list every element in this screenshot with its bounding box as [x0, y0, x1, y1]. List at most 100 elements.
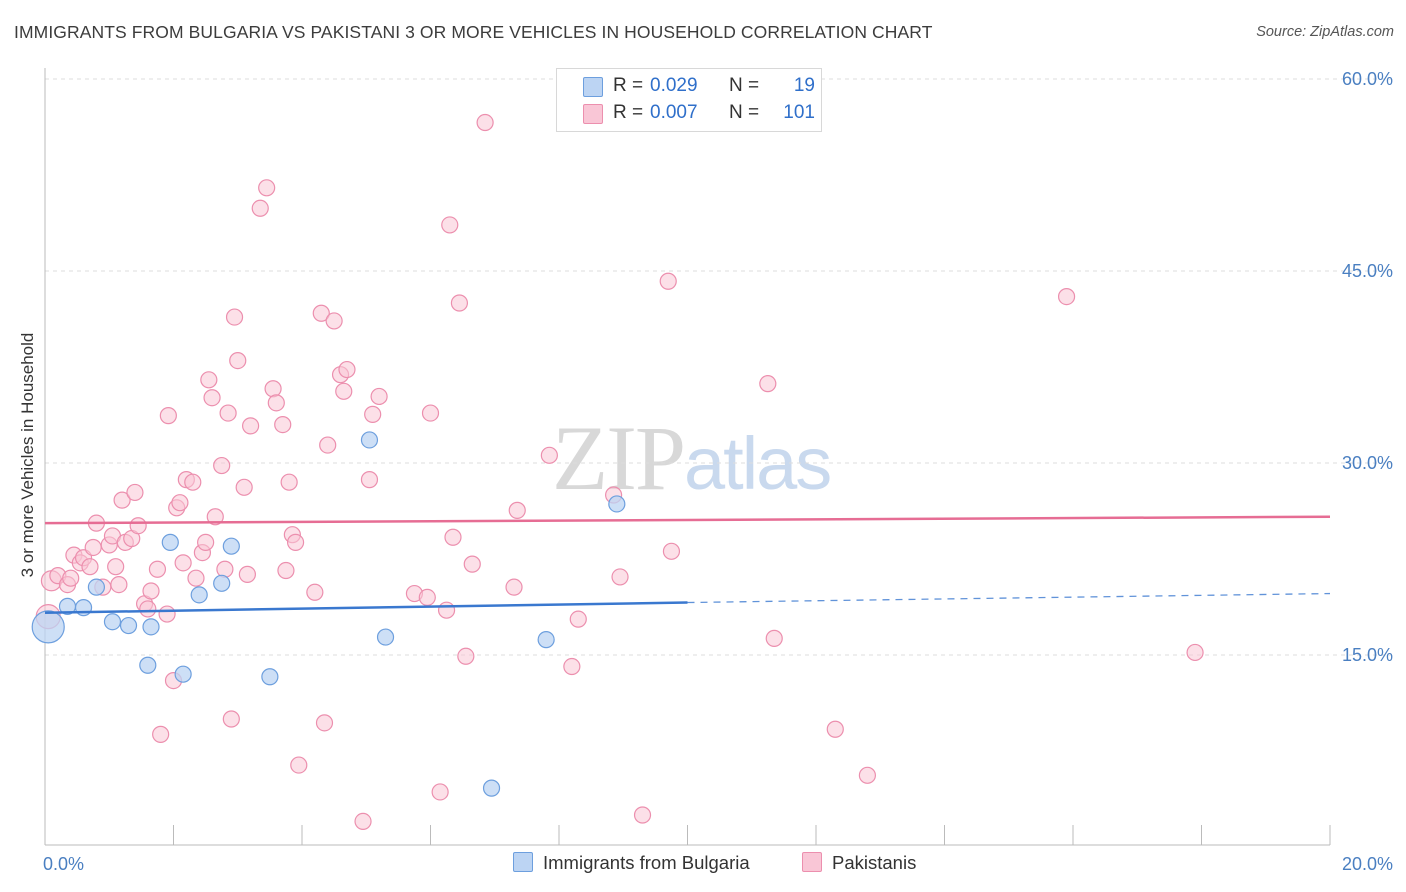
legend-r-label: R = — [613, 75, 644, 96]
bulgaria-point — [119, 616, 138, 635]
pakistani-point — [184, 473, 202, 491]
pakistani-point — [107, 558, 125, 576]
pakistani-point — [148, 560, 167, 578]
pakistani-point — [229, 352, 247, 370]
bottom-legend-swatch-pakistani — [802, 852, 822, 872]
pakistani-point — [213, 456, 231, 475]
pakistani-point — [280, 473, 298, 491]
bulgaria-point — [261, 668, 279, 686]
pakistani-point — [113, 491, 131, 509]
legend-row-pakistani: R = 0.007 N = 101 — [557, 100, 821, 128]
pakistani-point — [267, 394, 285, 412]
bottom-legend-bulgaria: Immigrants from Bulgaria — [513, 852, 750, 874]
y-tick-label: 30.0% — [1342, 453, 1393, 473]
pakistani-point — [159, 407, 177, 425]
pakistani-point — [319, 436, 337, 454]
pakistani-point — [315, 714, 334, 732]
pakistani-point — [290, 756, 308, 774]
pakistani-point — [765, 629, 783, 647]
pakistani-point — [129, 517, 147, 535]
data-points — [31, 113, 1204, 831]
pakistani-point — [277, 561, 295, 580]
pakistani-point — [370, 387, 388, 406]
axes — [44, 68, 1331, 846]
bulgaria-trend-extension — [687, 592, 1331, 604]
pakistani-trend-line — [44, 515, 1331, 525]
y-tick-label: 45.0% — [1342, 261, 1393, 281]
pakistani-point — [126, 483, 144, 502]
bulgaria-point — [376, 628, 395, 646]
legend-n-value: 101 — [783, 102, 815, 123]
source-label: Source: ZipAtlas.com — [1256, 24, 1394, 40]
legend-n-value: 19 — [793, 75, 815, 96]
pakistani-point — [441, 216, 459, 234]
bulgaria-point — [537, 631, 555, 649]
pakistani-point — [759, 375, 777, 393]
legend-r-value: 0.007 — [650, 102, 698, 123]
pakistani-point — [569, 610, 587, 628]
pakistani-point — [418, 588, 436, 607]
bulgaria-point — [87, 578, 106, 596]
pakistani-point — [431, 783, 449, 801]
pakistani-point — [540, 446, 558, 464]
pakistani-point — [264, 380, 282, 398]
pakistani-point — [826, 720, 844, 738]
pakistani-point — [286, 533, 305, 551]
bulgaria-point — [213, 574, 231, 592]
bulgaria-point — [360, 431, 379, 449]
y-tick-label: 15.0% — [1342, 645, 1393, 665]
bulgaria-point — [142, 618, 160, 636]
pakistani-point — [633, 806, 652, 824]
bottom-legend-label-bulgaria: Immigrants from Bulgaria — [543, 852, 750, 873]
x-tick-label: 0.0% — [43, 854, 84, 874]
bottom-legend-swatch-bulgaria — [513, 852, 533, 872]
pakistani-point — [200, 371, 218, 389]
pakistani-point — [1186, 643, 1204, 662]
bulgaria-point — [31, 610, 65, 644]
pakistani-point — [335, 382, 353, 400]
pakistani-point — [242, 417, 260, 435]
pakistani-point — [235, 478, 253, 496]
pakistani-point — [203, 389, 221, 407]
pakistani-point — [219, 404, 237, 422]
legend-r-value: 0.029 — [650, 75, 698, 96]
legend-row-bulgaria: R = 0.029 N = 19 — [557, 73, 821, 101]
pakistani-point — [450, 294, 469, 312]
pakistani-point — [152, 725, 170, 743]
pakistani-point — [142, 582, 160, 600]
bulgaria-point — [222, 537, 240, 555]
bulgaria-point — [482, 779, 501, 797]
pakistani-point — [171, 494, 189, 512]
bulgaria-point — [190, 586, 208, 604]
pakistani-point — [84, 538, 102, 557]
legend: R = 0.029 N = 19 R = 0.007 N = 101 — [556, 68, 822, 132]
pakistani-point — [354, 812, 372, 831]
x-tick-label: 20.0% — [1342, 854, 1393, 874]
pakistani-point — [457, 647, 475, 665]
pakistani-point — [662, 542, 681, 560]
pakistani-point — [659, 272, 677, 290]
pakistani-point — [476, 113, 494, 132]
pakistani-point — [139, 600, 157, 618]
pakistani-point — [421, 404, 440, 422]
bulgaria-point — [139, 656, 157, 674]
pakistani-point — [463, 555, 481, 573]
pakistani-point — [312, 304, 330, 322]
legend-r-label: R = — [613, 102, 644, 123]
pakistani-point — [216, 560, 234, 578]
bulgaria-point — [608, 495, 626, 513]
pakistani-point — [251, 199, 269, 217]
pakistani-point — [62, 569, 80, 587]
pakistani-point — [258, 179, 276, 197]
bottom-legend-label-pakistani: Pakistanis — [832, 852, 917, 873]
pakistani-point — [505, 578, 523, 596]
pakistani-point — [338, 360, 356, 379]
pakistani-point — [508, 501, 526, 519]
pakistani-point — [360, 471, 379, 489]
pakistani-point — [444, 528, 462, 546]
pakistani-point — [274, 416, 292, 434]
bottom-legend-pakistani: Pakistanis — [802, 852, 916, 874]
pakistani-point — [110, 575, 128, 594]
pakistani-point — [187, 569, 205, 587]
